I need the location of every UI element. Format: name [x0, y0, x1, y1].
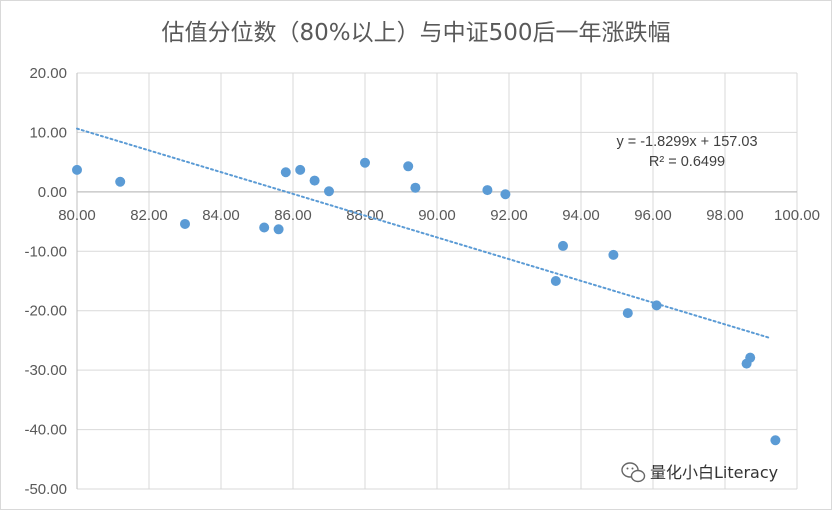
y-tick-label: 10.00 — [29, 124, 67, 141]
y-tick-label: -40.00 — [24, 422, 67, 439]
data-points — [72, 157, 781, 446]
y-tick-label: -30.00 — [24, 362, 67, 379]
trendline-equation-text: y = -1.8299x + 157.03 — [616, 134, 757, 150]
x-tick-label: 96.00 — [634, 207, 672, 224]
chart-title: 估值分位数（80%以上）与中证500后一年涨跌幅 — [161, 20, 670, 46]
x-tick-label: 92.00 — [490, 207, 528, 224]
x-tick-label: 98.00 — [706, 207, 744, 224]
data-point — [280, 167, 291, 178]
tick-labels: 80.0082.0084.0086.0088.0090.0092.0094.00… — [24, 65, 819, 498]
data-point — [273, 224, 284, 235]
x-tick-label: 90.00 — [418, 207, 456, 224]
x-tick-label: 94.00 — [562, 207, 600, 224]
data-point — [745, 352, 756, 363]
watermark: 量化小白Literacy — [621, 462, 778, 483]
data-point — [259, 222, 270, 233]
axes — [76, 73, 797, 489]
data-point — [558, 240, 568, 251]
data-point — [324, 186, 334, 197]
y-tick-label: 0.00 — [38, 184, 67, 201]
x-tick-label: 84.00 — [202, 207, 240, 224]
wechat-icon — [621, 462, 646, 483]
data-point — [295, 164, 306, 175]
data-point — [360, 157, 370, 168]
y-tick-label: -10.00 — [24, 243, 67, 260]
x-tick-label: 86.00 — [274, 207, 312, 224]
watermark-text: 量化小白Literacy — [650, 463, 778, 482]
x-tick-label: 100.00 — [774, 207, 820, 224]
data-point — [410, 182, 421, 193]
data-point — [72, 164, 82, 175]
data-point — [115, 176, 126, 187]
data-point — [482, 185, 493, 196]
data-point — [500, 189, 511, 200]
data-point — [550, 276, 561, 286]
y-tick-label: 20.00 — [29, 65, 67, 82]
r-squared-text: R² = 0.6499 — [649, 154, 725, 170]
y-tick-label: -20.00 — [24, 303, 67, 320]
data-point — [770, 435, 781, 446]
data-point — [403, 161, 414, 172]
data-point — [651, 300, 662, 311]
x-tick-label: 80.00 — [58, 207, 96, 224]
data-point — [608, 249, 619, 260]
data-point — [309, 175, 320, 186]
x-tick-label: 82.00 — [130, 207, 168, 224]
data-point — [180, 218, 190, 229]
y-tick-label: -50.00 — [24, 481, 67, 498]
data-point — [622, 308, 633, 319]
trendline-equation: y = -1.8299x + 157.03 R² = 0.6499 — [616, 134, 757, 170]
